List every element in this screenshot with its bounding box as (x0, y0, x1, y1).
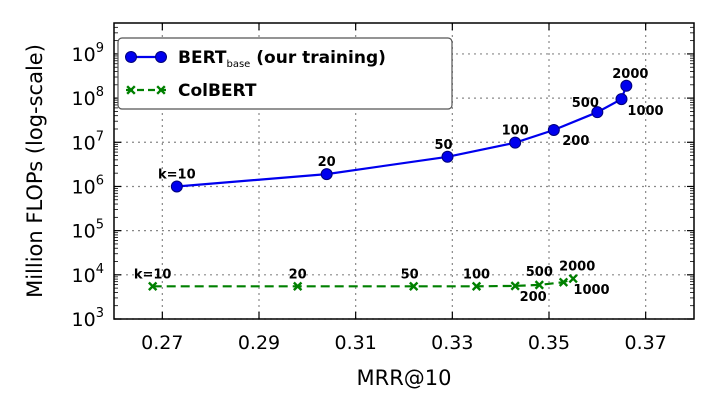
data-point (441, 150, 454, 163)
y-tick-label: 108 (72, 85, 104, 110)
point-label: k=10 (134, 267, 172, 282)
point-label: 500 (526, 265, 553, 280)
point-label: 50 (401, 267, 419, 282)
data-point (125, 51, 137, 63)
x-tick-label: 0.29 (238, 332, 280, 354)
point-label: 20 (289, 267, 307, 282)
data-point-stroke (156, 85, 166, 95)
data-point (568, 273, 578, 284)
data-point (320, 168, 333, 181)
data-point (620, 79, 633, 92)
point-label: 20 (318, 155, 336, 170)
x-tick-label: 0.33 (431, 332, 473, 354)
axis-ticks: 0.27 0.29 0.31 0.33 0.35 0.37 103 104 105 106 107 1… (72, 22, 694, 354)
point-labels: k=10 20 50 100 200 500 1000 2000 k=10 20 50 100 200 5… (134, 67, 664, 305)
data-point (126, 85, 136, 95)
point-label: 1000 (573, 283, 609, 298)
point-label: 50 (434, 138, 452, 153)
legend-box (117, 37, 453, 110)
y-tick-label: 106 (72, 173, 104, 198)
data-point-stroke (471, 281, 482, 291)
series-line (152, 277, 574, 288)
data-point-stroke (534, 280, 544, 290)
data-point (510, 281, 520, 291)
data-point-stroke (126, 85, 136, 95)
y-axis-title: Million FLOPs (log-scale) (23, 44, 47, 298)
data-point-stroke (148, 281, 158, 291)
data-point-stroke (510, 281, 520, 291)
data-point (471, 281, 482, 291)
data-point-stroke (568, 273, 578, 284)
point-label: 100 (463, 267, 490, 282)
data-point (293, 281, 303, 291)
data-point (409, 281, 419, 291)
data-point (534, 280, 544, 290)
point-label: k=10 (158, 167, 196, 182)
legend-label: ColBERT (178, 81, 257, 101)
data-point (170, 180, 183, 193)
legend: BERTbase (our training) ColBERT (117, 37, 453, 110)
point-label: 200 (562, 134, 589, 149)
data-point (156, 85, 166, 95)
data-point-stroke (293, 281, 303, 291)
data-point (148, 281, 158, 291)
data-point-stroke (409, 281, 419, 291)
data-point (509, 136, 522, 149)
data-point (558, 277, 569, 287)
plot-frame (113, 22, 695, 320)
point-label: 1000 (627, 104, 663, 119)
legend-label: BERTbase (our training) (178, 48, 386, 70)
point-label: 500 (572, 96, 599, 111)
y-tick-label: 105 (72, 218, 104, 243)
data-point (615, 93, 628, 106)
x-tick-label: 0.37 (625, 332, 667, 354)
data-point-stroke (558, 277, 569, 287)
y-tick-label: 103 (72, 306, 104, 331)
x-tick-label: 0.35 (528, 332, 570, 354)
data-point (591, 106, 604, 119)
y-tick-label: 104 (72, 262, 104, 287)
point-label: 2000 (559, 260, 595, 275)
series-layer (148, 79, 633, 291)
point-label: 200 (520, 290, 547, 305)
point-label: 100 (502, 124, 529, 139)
point-label: 2000 (612, 67, 648, 82)
y-tick-label: 107 (72, 129, 104, 154)
data-point (547, 123, 560, 136)
x-tick-label: 0.31 (335, 332, 377, 354)
data-point (155, 51, 167, 63)
x-axis-title: MRR@10 (356, 366, 451, 390)
y-tick-label: 109 (72, 41, 104, 66)
x-tick-label: 0.27 (141, 332, 183, 354)
